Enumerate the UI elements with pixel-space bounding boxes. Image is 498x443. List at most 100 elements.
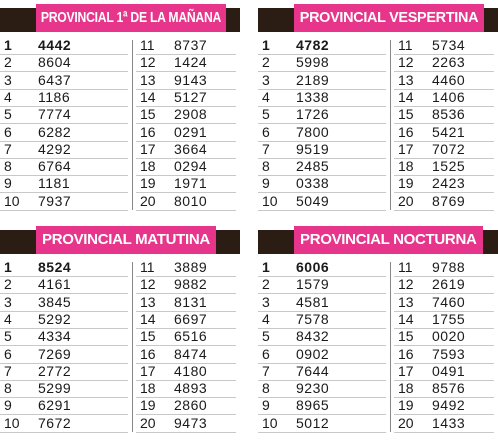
position: 10: [262, 192, 278, 209]
drawn-number: 5421: [432, 123, 466, 140]
result-row: 8 9230: [258, 380, 386, 399]
result-row: 6 7800: [258, 124, 386, 142]
position: 3: [262, 71, 270, 88]
drawn-number: 6291: [38, 397, 72, 414]
panel-title: PROVINCIAL NOCTURNA: [294, 226, 483, 254]
results-panel: PROVINCIAL 1ª DE LA MAÑANA 1 4442 2 8604 3 643…: [0, 0, 240, 215]
drawn-number: 7578: [296, 310, 330, 327]
position: 20: [140, 414, 156, 431]
position: 6: [4, 345, 12, 362]
drawn-number: 3845: [38, 293, 72, 310]
drawn-number: 2189: [296, 71, 330, 88]
position: 14: [398, 88, 414, 105]
drawn-number: 6282: [38, 123, 72, 140]
result-row: 16 0291: [136, 124, 236, 142]
result-row: 17 4180: [136, 363, 236, 381]
position: 10: [4, 414, 20, 431]
result-row: 17 7072: [394, 141, 494, 159]
results-panel: PROVINCIAL VESPERTINA 1 4782 2 5998 3 2189 4 133…: [258, 0, 498, 215]
position: 16: [398, 123, 414, 140]
drawn-number: 8604: [38, 54, 72, 71]
drawn-number: 8474: [174, 345, 208, 362]
position: 4: [4, 310, 12, 327]
drawn-number: 8536: [432, 106, 466, 123]
drawn-number: 9519: [296, 140, 330, 157]
drawn-number: 2263: [432, 54, 466, 71]
result-row: 16 8474: [136, 346, 236, 364]
position: 11: [398, 259, 413, 275]
result-row: 19 9492: [394, 397, 494, 416]
position: 2: [4, 276, 12, 293]
position: 20: [398, 192, 414, 209]
position: 4: [262, 310, 270, 327]
position: 7: [262, 140, 270, 157]
drawn-number: 7774: [38, 106, 72, 123]
result-row: 20 9473: [136, 415, 236, 433]
position: 19: [140, 175, 156, 192]
drawn-number: 2860: [174, 397, 208, 414]
drawn-number: 1971: [174, 175, 208, 192]
drawn-number: 0338: [296, 175, 330, 192]
drawn-number: 3889: [174, 259, 208, 275]
result-row: 15 8536: [394, 106, 494, 125]
column-divider: [390, 40, 391, 210]
drawn-number: 5049: [296, 192, 330, 209]
result-row: 18 8576: [394, 380, 494, 399]
position: 9: [4, 397, 12, 414]
drawn-number: 4180: [174, 362, 208, 379]
result-row: 19 2860: [136, 397, 236, 416]
position: 4: [4, 88, 12, 105]
result-row: 12 1424: [136, 54, 236, 73]
position: 19: [398, 175, 414, 192]
result-row: 2 8604: [0, 54, 128, 73]
drawn-number: 1181: [38, 175, 71, 192]
drawn-number: 8131: [174, 293, 208, 310]
drawn-number: 7593: [432, 345, 466, 362]
drawn-number: 7460: [432, 293, 466, 310]
result-row: 2 4161: [0, 276, 128, 295]
result-row: 13 8131: [136, 294, 236, 312]
position: 12: [140, 54, 156, 71]
result-row: 15 2908: [136, 106, 236, 125]
position: 18: [398, 158, 414, 175]
drawn-number: 6764: [38, 158, 72, 175]
drawn-number: 8769: [432, 192, 466, 209]
result-row: 7 7644: [258, 363, 386, 381]
panel-title: PROVINCIAL VESPERTINA: [294, 4, 484, 32]
drawn-number: 5292: [38, 310, 72, 327]
position: 15: [398, 328, 414, 345]
drawn-number: 6697: [174, 310, 208, 327]
result-row: 19 1971: [136, 175, 236, 194]
drawn-number: 1726: [296, 106, 330, 123]
position: 10: [4, 192, 20, 209]
result-row: 13 4460: [394, 72, 494, 90]
position: 4: [262, 88, 270, 105]
result-row: 9 8965: [258, 397, 386, 416]
drawn-number: 2423: [432, 175, 466, 192]
drawn-number: 9492: [432, 397, 466, 414]
position: 20: [140, 192, 156, 209]
result-row: 14 1406: [394, 89, 494, 107]
drawn-number: 4334: [38, 328, 72, 345]
drawn-number: 2619: [432, 276, 466, 293]
panel-title: PROVINCIAL 1ª DE LA MAÑANA: [36, 4, 226, 32]
position: 17: [140, 362, 156, 379]
position: 11: [140, 259, 155, 275]
position: 6: [262, 123, 270, 140]
result-row: 14 5127: [136, 89, 236, 107]
position: 18: [140, 380, 156, 397]
position: 14: [140, 88, 156, 105]
drawn-number: 5734: [432, 37, 466, 53]
column-divider: [390, 262, 391, 432]
drawn-number: 7269: [38, 345, 72, 362]
result-row: 4 1338: [258, 89, 386, 107]
drawn-number: 7937: [38, 192, 72, 209]
result-row: 7 2772: [0, 363, 128, 381]
drawn-number: 6516: [174, 328, 208, 345]
result-row: 17 0491: [394, 363, 494, 381]
position: 9: [4, 175, 12, 192]
column-divider: [132, 262, 133, 432]
drawn-number: 4460: [432, 71, 466, 88]
result-row: 11 5734: [394, 37, 494, 55]
result-row: 13 9143: [136, 72, 236, 90]
